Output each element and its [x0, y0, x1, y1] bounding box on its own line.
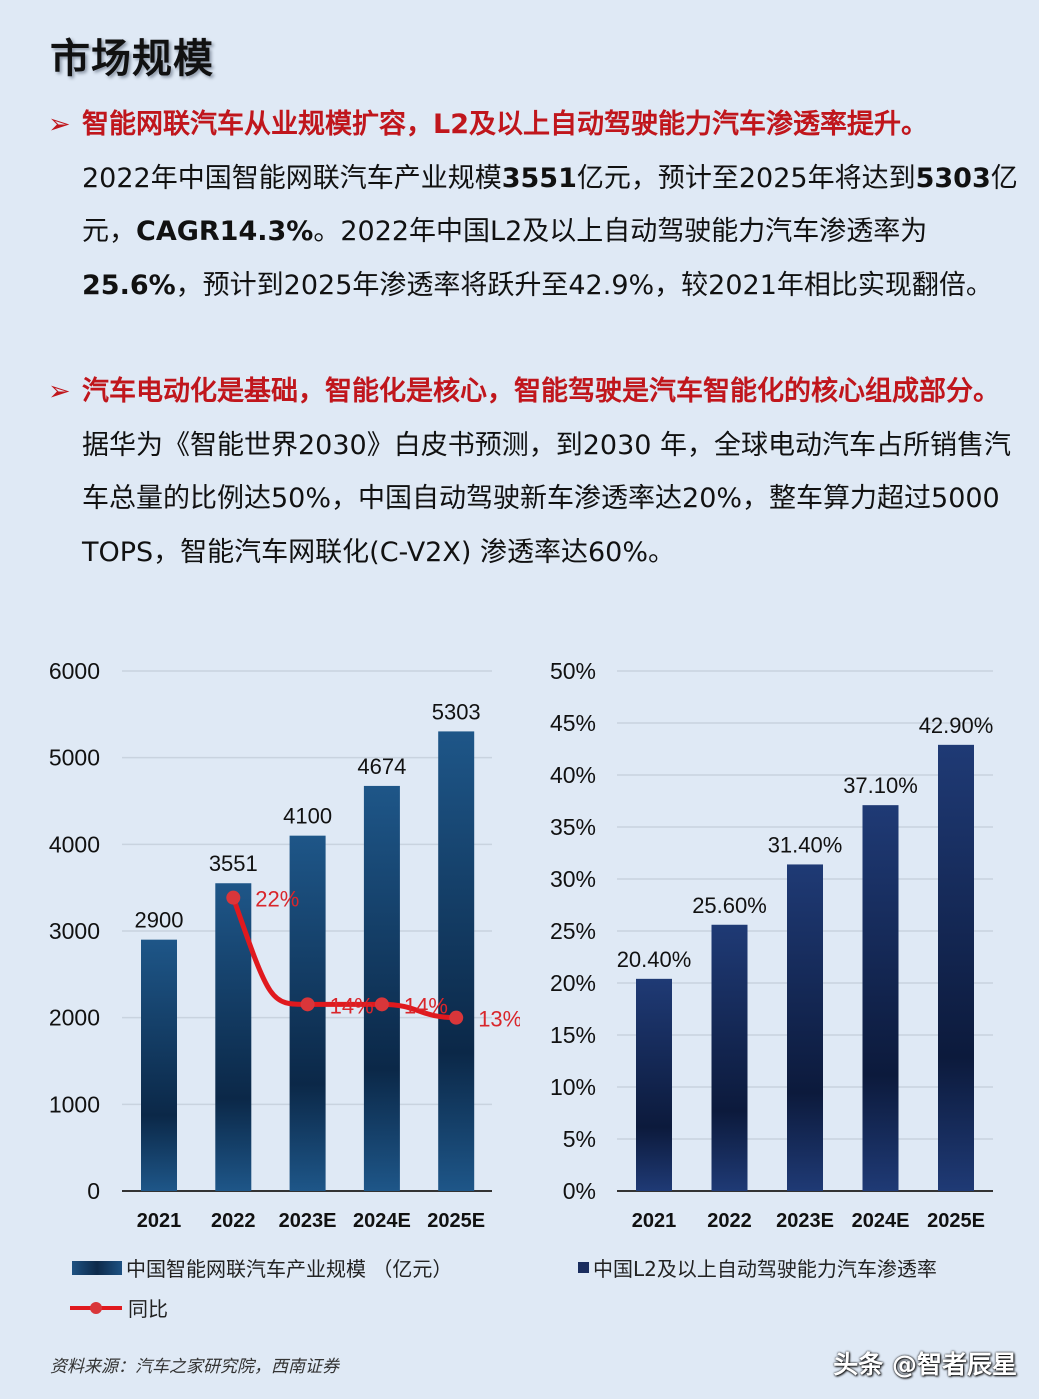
bar — [289, 835, 326, 1191]
y-tick-label: 2000 — [49, 1005, 100, 1031]
text: 透率为 — [846, 216, 928, 247]
y-tick-label: 15% — [550, 1022, 596, 1048]
bar — [363, 785, 400, 1191]
data-label: 42.90% — [919, 713, 994, 738]
y-tick-label: 50% — [550, 658, 596, 684]
bold-text: CAGR14.3% — [136, 216, 314, 247]
source-note: 资料来源：汽车之家研究院，西南证券 — [50, 1357, 339, 1377]
x-tick-label: 2025E — [427, 1210, 485, 1232]
data-label: 4674 — [357, 754, 406, 779]
text: 。2022年中国L2及以上自动驾驶能力汽车渗 — [313, 216, 847, 247]
growth-point — [300, 997, 315, 1012]
y-tick-label: 45% — [550, 710, 596, 736]
y-tick-label: 0% — [563, 1178, 596, 1204]
x-tick-label: 2023E — [279, 1210, 337, 1232]
x-tick-label: 2022 — [211, 1210, 256, 1232]
data-label: 4100 — [283, 804, 332, 829]
bar — [636, 978, 672, 1191]
y-tick-label: 30% — [550, 866, 596, 892]
bullet-2-body: 据华为《智能世界2030》白皮书预测，到2030 年，全球电动汽车占所销售汽车总… — [82, 429, 1012, 568]
bold-text: 5303 — [915, 162, 991, 194]
arrow-bullet-icon: ➢ — [48, 109, 71, 140]
y-tick-label: 20% — [550, 970, 596, 996]
y-tick-label: 10% — [550, 1074, 596, 1100]
x-tick-label: 2022 — [707, 1210, 752, 1232]
data-label: 5303 — [432, 699, 481, 724]
text: 亿元， — [82, 162, 1018, 248]
legend-item-bar: 中国智能网联汽车产业规模 （亿元） — [72, 1253, 452, 1282]
growth-point — [374, 997, 389, 1012]
text: 亿元，预计至2025年将达到 — [576, 162, 916, 194]
growth-label: 14% — [330, 993, 374, 1018]
y-tick-label: 3000 — [49, 918, 100, 944]
bar — [141, 939, 177, 1191]
data-label: 3551 — [209, 851, 258, 876]
penetration-rate-chart: 0% 5% 10% 15% 20% 25% 30% 35% 40% 45% 50% 20.40% 202… — [550, 658, 994, 1232]
bullet-2: ➢ 汽车电动化是基础，智能化是核心，智能驾驶是汽车智能化的核心组成部分。据华为《智… — [48, 365, 1023, 579]
bar — [438, 731, 475, 1191]
legend-item-rate: 中国L2及以上自动驾驶能力汽车渗透率 — [578, 1253, 937, 1282]
y-tick-label: 5% — [563, 1126, 596, 1152]
y-tick-label: 6000 — [49, 658, 100, 684]
legend-label: 同比 — [128, 1297, 168, 1321]
arrow-bullet-icon: ➢ — [48, 376, 71, 407]
bullet-1-heading: 智能网联汽车从业规模扩容，L2及以上自动驾驶能力汽车渗透率提升。 — [82, 109, 928, 140]
x-tick-label: 2021 — [632, 1210, 677, 1232]
watermark: 头条 @智者辰星 — [833, 1350, 1017, 1379]
growth-label: 13% — [478, 1007, 520, 1032]
growth-point — [226, 890, 241, 905]
y-tick-label: 25% — [550, 918, 596, 944]
legend-item-line: 同比 — [68, 1293, 168, 1322]
growth-label: 22% — [255, 887, 299, 912]
legend-label: 中国智能网联汽车产业规模 （亿元） — [126, 1257, 453, 1281]
y-tick-label: 4000 — [49, 831, 100, 857]
y-tick-label: 5000 — [49, 745, 100, 771]
x-tick-label: 2024E — [852, 1210, 910, 1232]
x-tick-label: 2025E — [927, 1210, 985, 1232]
page-title: 市场规模 — [50, 35, 214, 82]
y-tick-label: 0 — [87, 1178, 100, 1204]
bold-text: 3551 — [501, 162, 577, 194]
bar — [711, 924, 748, 1191]
legend-line-swatch — [70, 1301, 122, 1314]
legend-bar-swatch — [578, 1262, 589, 1273]
data-label: 2900 — [135, 908, 184, 933]
growth-line — [230, 896, 457, 1021]
data-label: 31.40% — [768, 832, 843, 857]
bar — [938, 744, 974, 1191]
x-tick-label: 2021 — [137, 1210, 182, 1232]
y-tick-label: 35% — [550, 814, 596, 840]
bar — [787, 864, 823, 1191]
x-tick-label: 2023E — [776, 1210, 834, 1232]
legend-label: 中国L2及以上自动驾驶能力汽车渗透率 — [593, 1257, 937, 1281]
bold-text: 25.6% — [82, 269, 176, 301]
text: ，预计到2025年渗透率将跃升至42.9%，较2021年相比实现翻倍。 — [175, 269, 993, 301]
bullet-1: ➢ 智能网联汽车从业规模扩容，L2及以上自动驾驶能力汽车渗透率提升。 2022年中… — [48, 98, 1023, 312]
bullet-2-heading: 汽车电动化是基础，智能化是核心，智能驾驶是汽车智能化的核心组成部分。 — [82, 376, 1000, 407]
text: 2022年中国智能网联汽车产业规模 — [82, 162, 502, 194]
industry-scale-chart: 0 1000 2000 3000 4000 5000 6000 2900 2021 3551 202… — [49, 658, 520, 1232]
bar — [862, 805, 899, 1191]
y-tick-label: 40% — [550, 762, 596, 788]
x-tick-label: 2024E — [353, 1210, 411, 1232]
legend-bar-swatch — [72, 1260, 122, 1275]
growth-point — [449, 1010, 464, 1025]
data-label: 20.40% — [617, 947, 692, 972]
bullet-1-body: 2022年中国智能网联汽车产业规模3551亿元，预计至2025年将达到5303亿… — [48, 152, 1023, 313]
y-tick-label: 1000 — [49, 1091, 100, 1117]
data-label: 25.60% — [692, 893, 767, 918]
growth-label: 14% — [404, 993, 448, 1018]
data-label: 37.10% — [843, 773, 918, 798]
